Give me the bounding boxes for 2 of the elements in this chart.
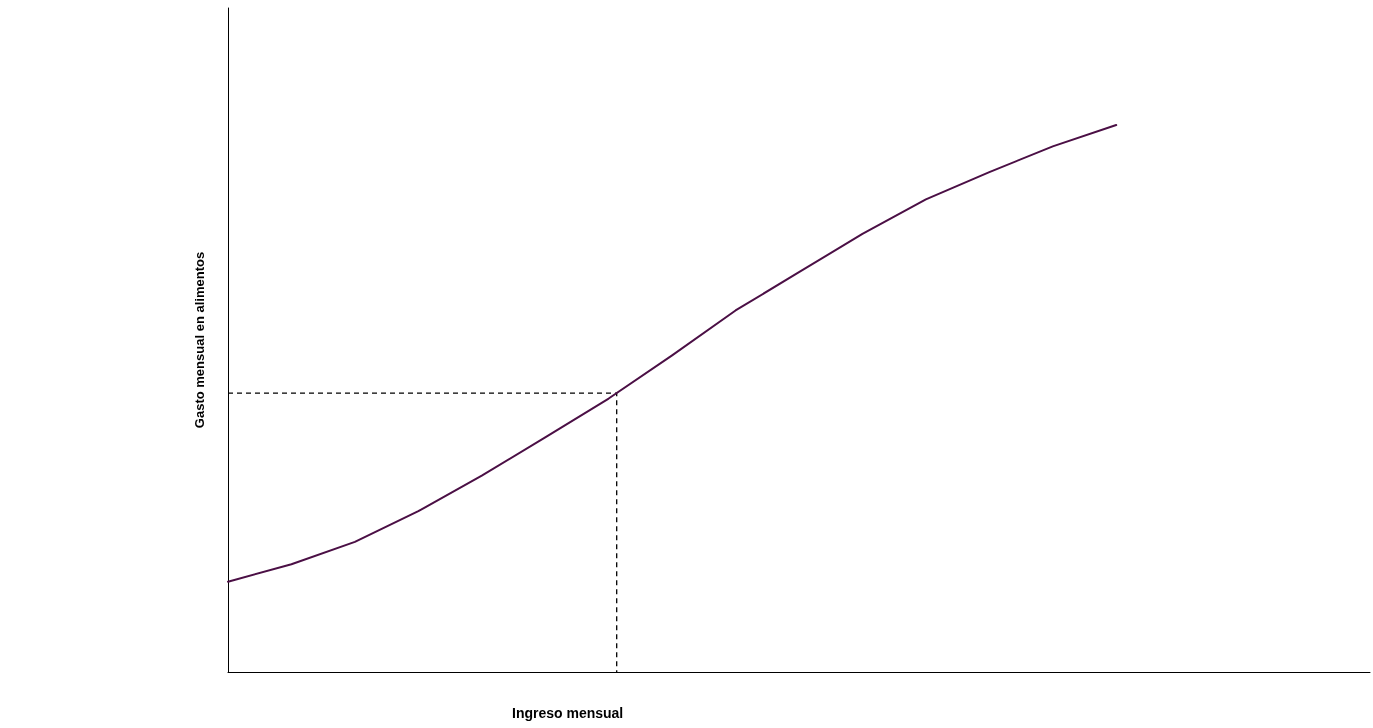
x-axis-title: Ingreso mensual bbox=[512, 705, 624, 721]
y-axis-title: Gasto mensual en alimentos bbox=[192, 251, 207, 429]
